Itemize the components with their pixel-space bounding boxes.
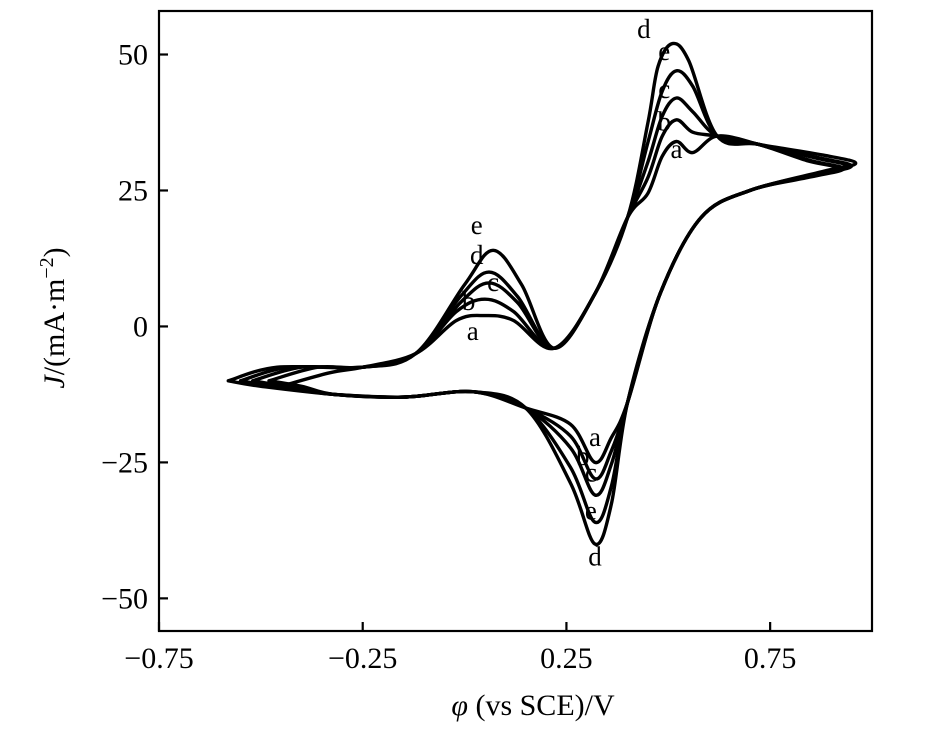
curve-label-c: c	[658, 74, 670, 104]
curve-label-e: e	[585, 496, 597, 526]
tick-marks	[157, 53, 772, 631]
cv-curve-a	[279, 134, 842, 465]
y-axis-title: J/(mA·m−2)	[36, 247, 71, 388]
cv-curve-e	[238, 69, 854, 525]
y-tick-label: −25	[101, 446, 148, 479]
cv-curve-d	[226, 41, 858, 547]
curve-label-a: a	[467, 316, 479, 346]
x-axis-title: φ (vs SCE)/V	[451, 689, 615, 722]
curve-label-b: b	[462, 286, 476, 316]
curve-label-a: a	[670, 134, 682, 164]
x-tick-label: −0.75	[124, 642, 193, 675]
voltammetry-curves	[226, 41, 858, 547]
plot-frame	[157, 9, 874, 633]
curve-label-b: b	[657, 107, 671, 137]
y-tick-label: 50	[118, 39, 148, 72]
y-tick-label: 0	[133, 310, 148, 343]
curve-label-e: e	[471, 210, 483, 240]
x-tick-label: −0.25	[328, 642, 397, 675]
curve-label-d: d	[588, 542, 602, 572]
curve-label-a: a	[589, 422, 601, 452]
cv-curve-b	[267, 118, 846, 481]
x-tick-label: 0.75	[744, 642, 797, 675]
curve-label-e: e	[658, 36, 670, 66]
curve-label-d: d	[637, 14, 651, 44]
y-tick-label: −50	[101, 582, 148, 615]
tick-labels: −0.75 −0.25 0.25 0.75 −50 −25 0 25 50	[101, 39, 796, 675]
curve-label-d: d	[470, 240, 484, 270]
curve-label-c: c	[487, 267, 499, 297]
y-tick-label: 25	[118, 174, 148, 207]
x-tick-label: 0.25	[540, 642, 593, 675]
curve-label-c: c	[585, 457, 597, 487]
curve-label-b: b	[576, 441, 590, 471]
